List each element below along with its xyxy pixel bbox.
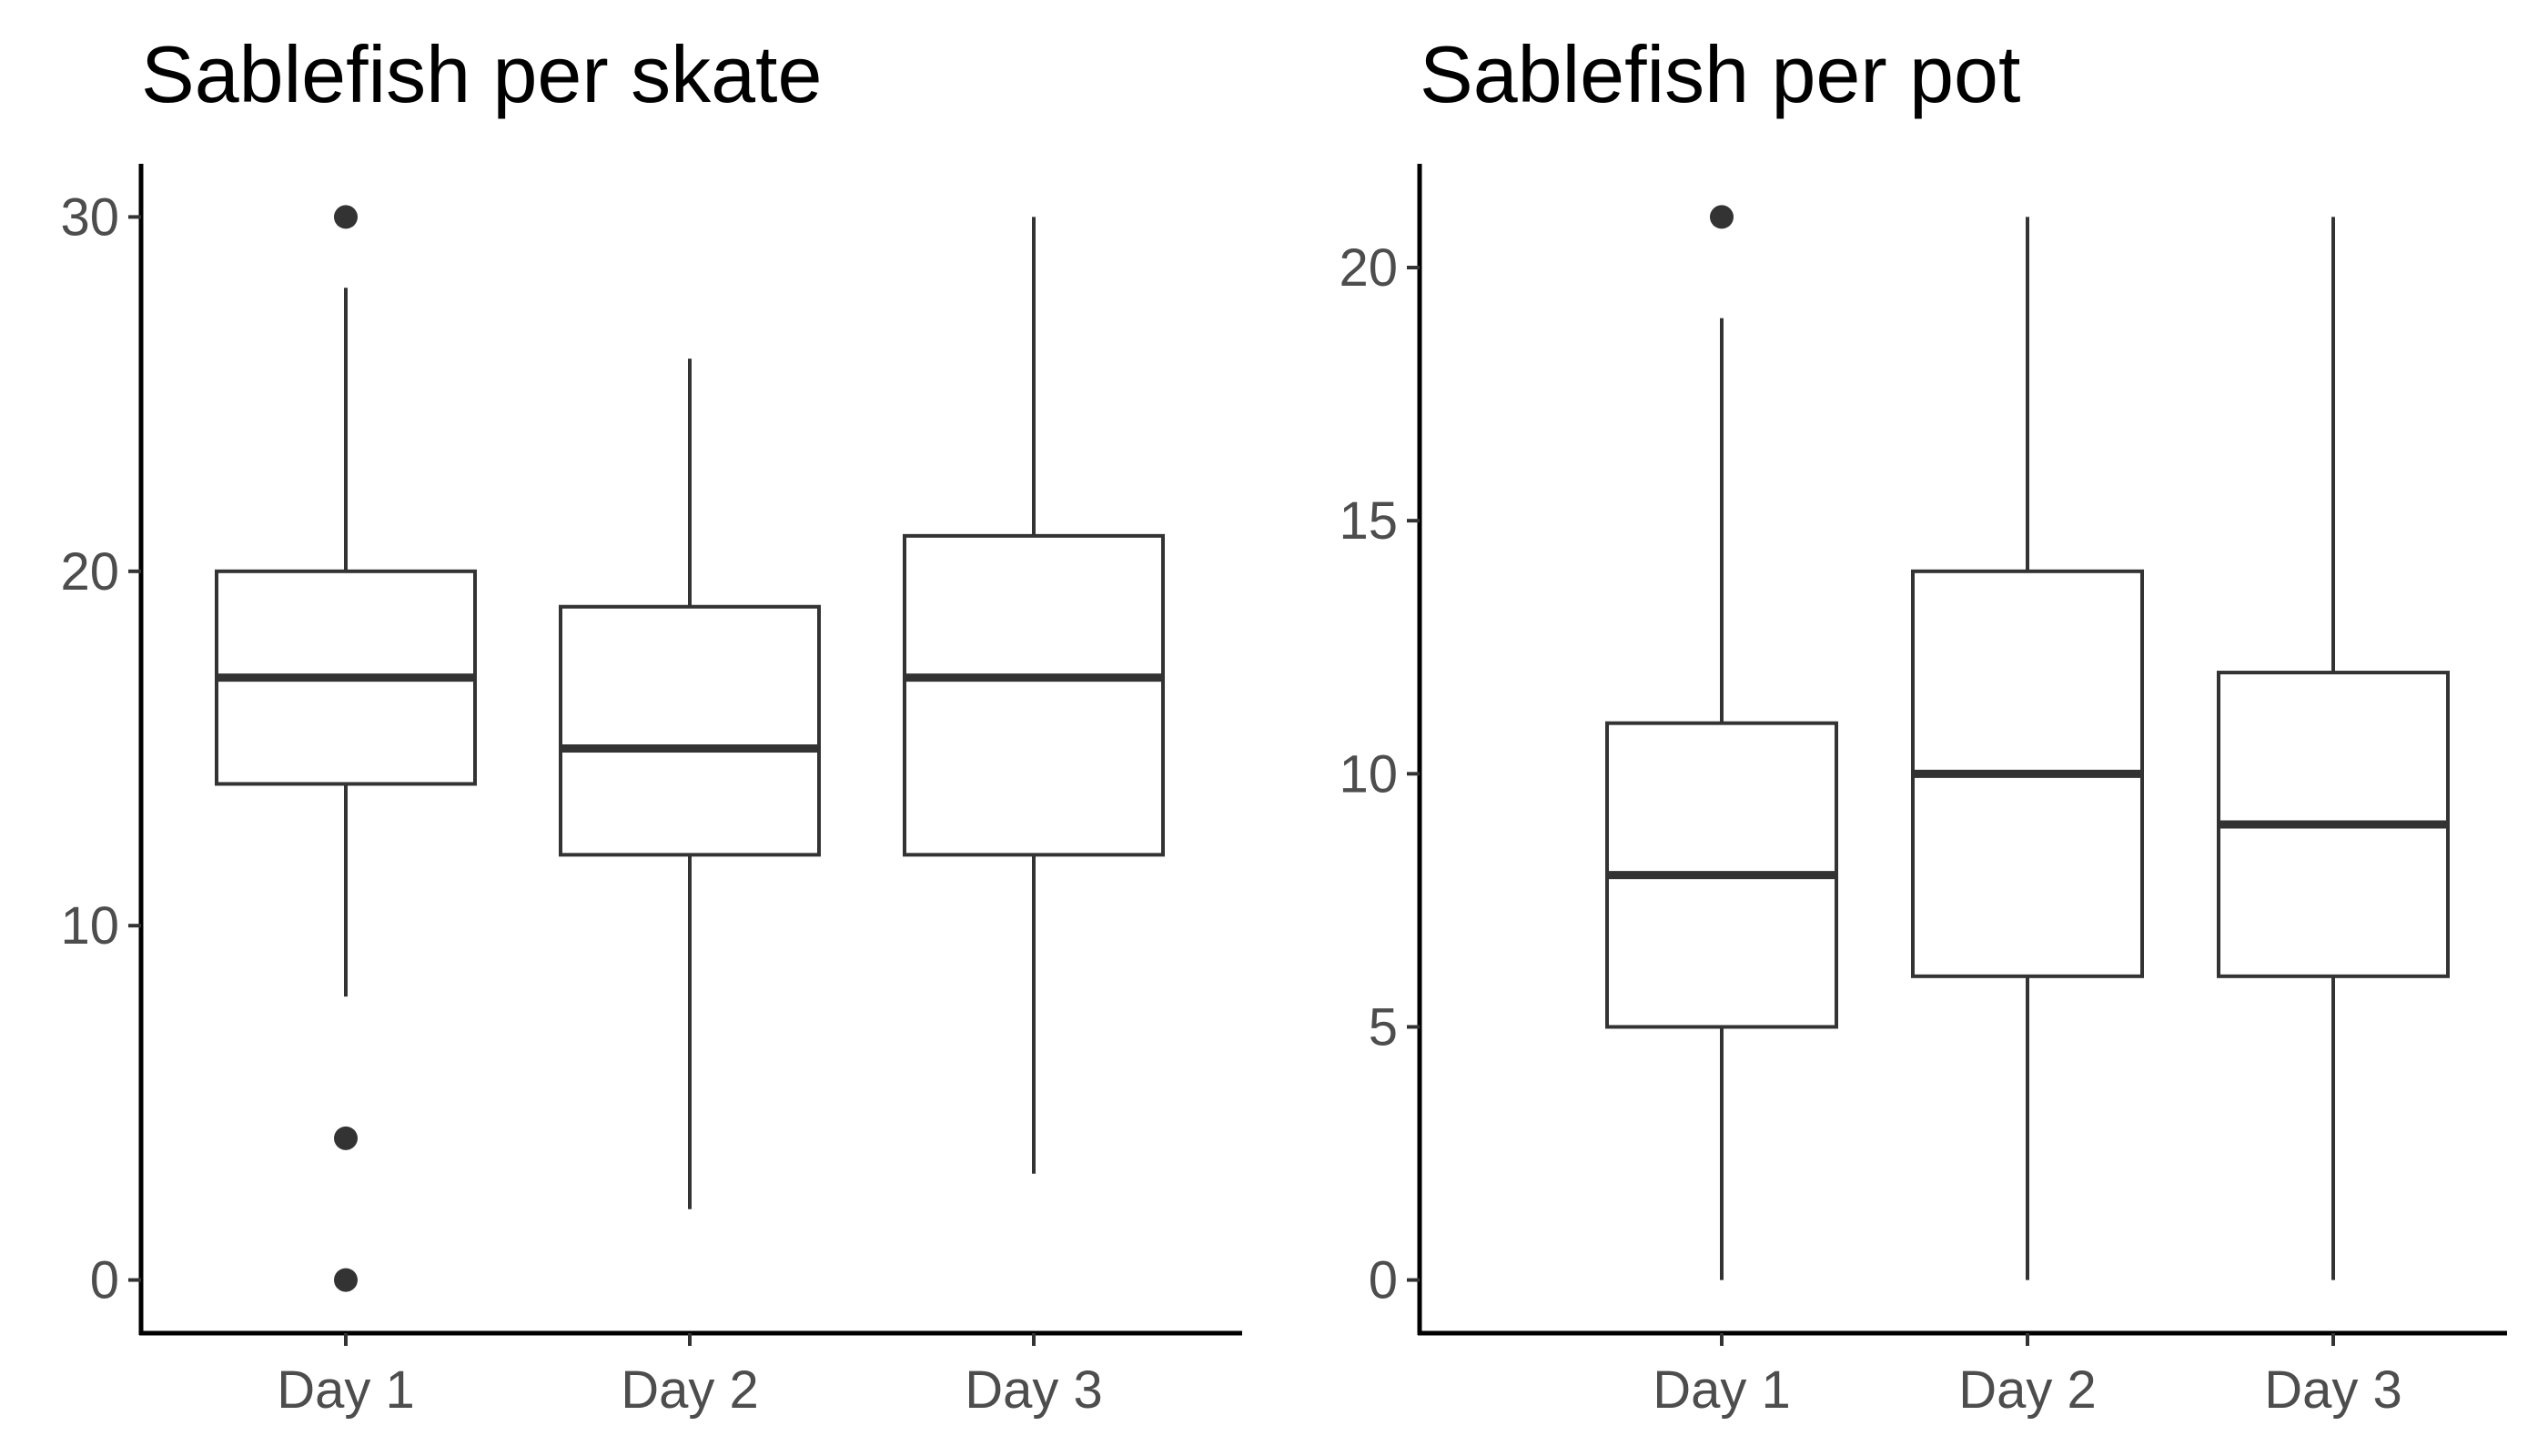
box-day-1 [1605,205,1838,1280]
box-day-2 [1911,217,2144,1280]
chart-title: Sablefish per pot [1420,29,2020,119]
x-tick-label: Day 2 [1958,1360,2097,1420]
outlier-point [334,1268,358,1292]
x-tick-label: Day 1 [277,1360,415,1420]
y-tick-label: 20 [60,542,119,602]
panel-2: Sablefish per pot 0 5 10 15 20 Day 1 Day 2 Day 3 [1339,29,2507,1420]
outlier-point [1710,205,1734,229]
x-tick-label: Day 3 [965,1360,1103,1420]
y-tick-label: 30 [60,187,119,247]
iqr-box [559,604,821,857]
y-tick-label: 0 [1369,1251,1398,1310]
y-tick-label: 5 [1369,997,1398,1057]
x-tick-label: Day 3 [2264,1360,2402,1420]
box-day-2 [559,359,821,1209]
outlier-point [334,1126,358,1150]
box-day-3 [2217,217,2450,1280]
panel-1: Sablefish per skate 0 10 20 30 Day 1 Day 2 Day … [60,29,1242,1420]
box-day-1 [215,205,477,1292]
outlier-point [334,205,358,229]
x-tick-label: Day 2 [621,1360,759,1420]
y-tick-label: 10 [1339,744,1398,804]
y-tick-label: 0 [90,1251,119,1310]
y-tick-label: 10 [60,896,119,956]
x-tick-label: Day 1 [1653,1360,1791,1420]
y-tick-label: 20 [1339,238,1398,298]
box-day-3 [903,217,1165,1174]
y-tick-label: 15 [1339,491,1398,551]
chart-title: Sablefish per skate [141,29,822,119]
iqr-box [903,533,1165,857]
